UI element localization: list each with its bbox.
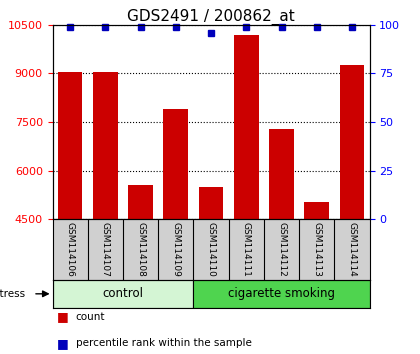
Bar (234, 34, 259, 219)
Text: GSM114112: GSM114112 (277, 222, 286, 277)
Text: cigarette smoking: cigarette smoking (228, 287, 335, 300)
Text: count: count (76, 312, 105, 322)
Bar (304, 202, 329, 219)
Text: control: control (102, 287, 144, 300)
Bar (52, 280, 194, 308)
Text: GSM114114: GSM114114 (347, 222, 357, 277)
Text: GSM114109: GSM114109 (171, 222, 180, 278)
Text: percentile rank within the sample: percentile rank within the sample (76, 338, 252, 348)
Text: GSM114106: GSM114106 (66, 222, 75, 278)
Bar (128, 185, 153, 219)
Text: GSM114113: GSM114113 (312, 222, 321, 278)
Text: GSM114107: GSM114107 (101, 222, 110, 278)
Bar (163, 109, 188, 219)
Bar (269, 129, 294, 219)
Text: ■: ■ (57, 310, 68, 323)
Bar (58, 72, 82, 219)
Text: GSM114110: GSM114110 (207, 222, 215, 278)
Text: stress: stress (0, 289, 25, 299)
Bar (199, 187, 223, 219)
Bar (340, 65, 364, 219)
Text: ■: ■ (57, 337, 68, 350)
Title: GDS2491 / 200862_at: GDS2491 / 200862_at (127, 8, 295, 25)
Bar (93, 72, 118, 219)
Text: GSM114108: GSM114108 (136, 222, 145, 278)
Bar (194, 280, 370, 308)
Text: GSM114111: GSM114111 (242, 222, 251, 278)
